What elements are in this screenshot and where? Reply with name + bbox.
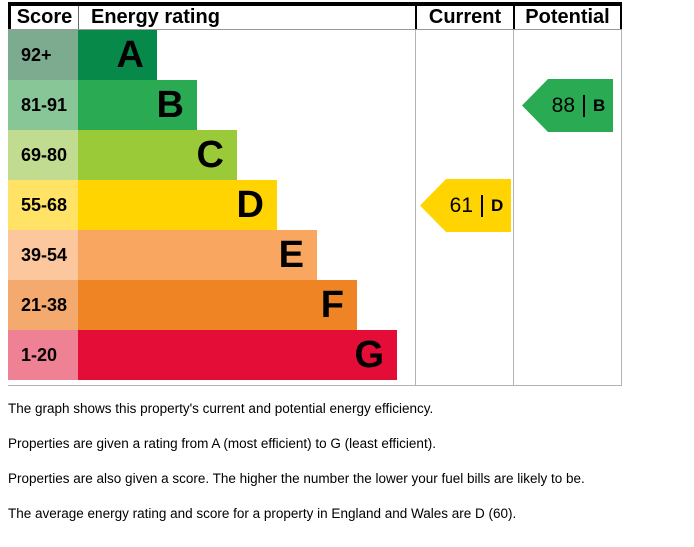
rating-bar: C	[78, 130, 237, 180]
potential-rating-letter: B	[593, 96, 606, 115]
footer-line-2: Properties are given a rating from A (mo…	[8, 436, 436, 451]
footer-line-3: Properties are also given a score. The h…	[8, 471, 585, 486]
header-current: Current	[415, 6, 513, 29]
rating-letter: E	[278, 234, 304, 276]
rating-letter: C	[196, 134, 224, 176]
rating-bar: A	[78, 30, 157, 80]
header-score: Score	[8, 6, 78, 29]
rating-letter: B	[156, 84, 184, 126]
rating-letter: D	[236, 184, 264, 226]
rating-bar: G	[78, 330, 397, 380]
current-rating-letter: D	[491, 196, 504, 215]
footer-line-4: The average energy rating and score for …	[8, 506, 517, 521]
score-range-cell: 39-54	[8, 230, 78, 280]
table-header-row: Score Energy rating Current Potential	[8, 2, 622, 30]
score-range-cell: 69-80	[8, 130, 78, 180]
current-column-divider	[415, 30, 416, 385]
band-row-a: 92+ A	[8, 30, 622, 80]
footer-line-1: The graph shows this property's current …	[8, 401, 434, 416]
table-right-border	[621, 30, 622, 385]
epc-table: Score Energy rating Current Potential 92…	[8, 2, 622, 386]
score-range-cell: 1-20	[8, 330, 78, 380]
rating-bar: B	[78, 80, 197, 130]
chart-body: 92+ A 81-91 B 69-80 C 55-68 D	[8, 30, 622, 386]
band-row-b: 81-91 B	[8, 80, 622, 130]
band-row-g: 1-20 G	[8, 330, 622, 380]
rating-bar: F	[78, 280, 357, 330]
rating-bar: E	[78, 230, 317, 280]
arrow-divider	[583, 94, 586, 117]
band-row-c: 69-80 C	[8, 130, 622, 180]
score-range-cell: 55-68	[8, 180, 78, 230]
score-range-cell: 21-38	[8, 280, 78, 330]
band-row-e: 39-54 E	[8, 230, 622, 280]
rating-letter: A	[116, 34, 144, 76]
footer-notes: The graph shows this property's current …	[8, 401, 688, 541]
potential-column-divider	[513, 30, 514, 385]
arrow-divider	[481, 194, 484, 217]
header-potential: Potential	[513, 6, 622, 29]
rating-bar: D	[78, 180, 277, 230]
current-score-value: 61	[449, 194, 474, 217]
score-range-cell: 92+	[8, 30, 78, 80]
score-range-cell: 81-91	[8, 80, 78, 130]
potential-score-value: 88	[551, 94, 576, 117]
band-row-f: 21-38 F	[8, 280, 622, 330]
band-row-d: 55-68 D	[8, 180, 622, 230]
rating-letter: G	[354, 334, 384, 376]
header-energy-rating: Energy rating	[78, 6, 415, 29]
rating-letter: F	[320, 284, 344, 326]
